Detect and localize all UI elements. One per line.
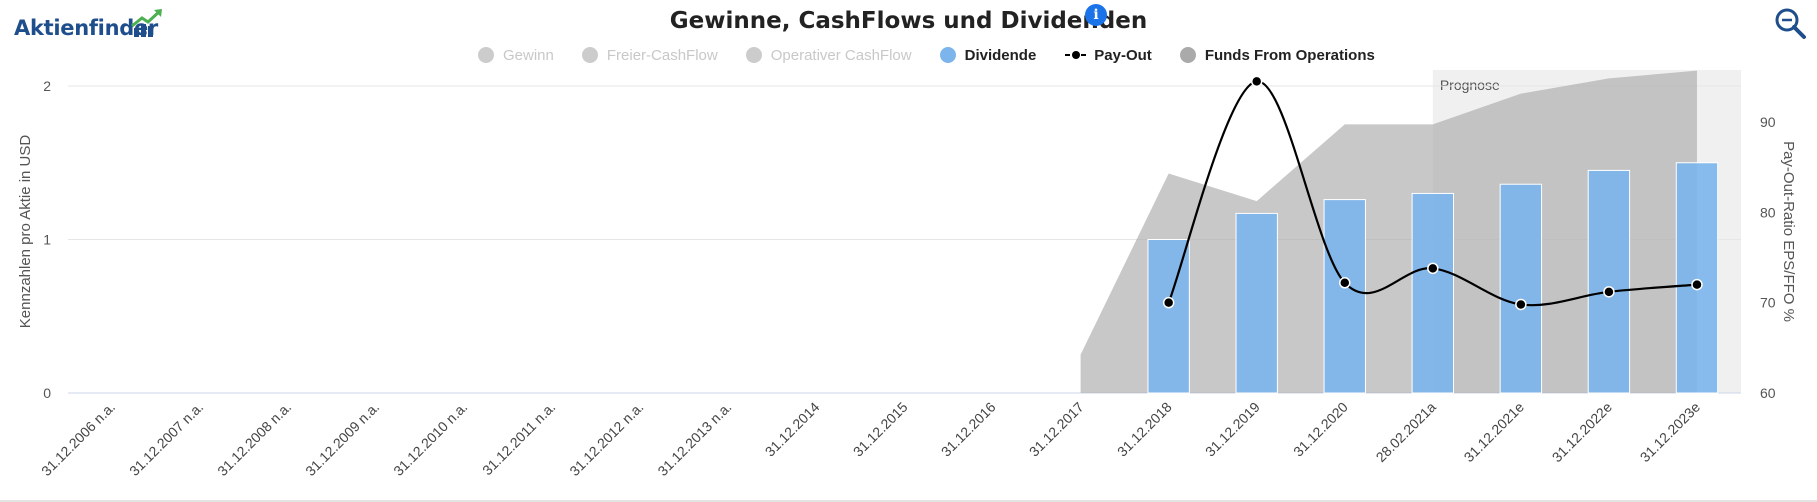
legend-label: Freier-CashFlow [606,46,718,64]
x-tick-label: 31.12.2019 [1202,399,1263,460]
x-tick-label: 31.12.2017 [1026,399,1087,460]
dividend-bar [1499,183,1543,394]
x-tick-label: 28.02.2021a [1373,399,1440,466]
legend-dot [478,47,494,63]
y-tick-label: 1 [43,232,51,248]
payout-point [1162,296,1175,309]
legend-label: Pay-Out [1094,46,1152,64]
x-tick-label: 31.12.2006 n.a. [38,399,118,479]
x-tick-label: 31.12.2013 n.a. [654,399,734,479]
payout-point [1691,278,1703,291]
legend-item-freier-cashflow[interactable]: Freier-CashFlow [581,46,718,64]
y2-tick-label: 70 [1760,295,1776,311]
legend-line-symbol [1065,51,1088,59]
legend-label: Funds From Operations [1204,46,1375,64]
legend-item-gewinn[interactable]: Gewinn [478,47,554,64]
dividend-bar [1235,212,1278,394]
legend-dot [1179,47,1196,63]
x-tick-label: 31.12.2011 n.a. [479,399,558,478]
payout-point [1427,262,1439,275]
legend-dot [581,47,598,63]
dividend-bar [1323,199,1366,394]
x-tick-label: 31.12.2020 [1290,399,1351,460]
legend-item-operativer-cashflow[interactable]: Operativer CashFlow [745,46,912,64]
logo-chart-icon [131,9,162,37]
y2-tick-label: 90 [1760,114,1776,130]
info-icon[interactable]: i [1085,4,1107,26]
bottom-divider [0,500,1817,502]
payout-point [1515,298,1527,311]
x-tick-label: 31.12.2010 n.a. [390,399,470,479]
x-tick-label: 31.12.2014 [762,399,823,460]
prognose-label: Prognose [1440,77,1500,93]
payout-point [1603,286,1615,298]
legend-label: Gewinn [503,46,554,64]
chart-legend: Gewinn Freier-CashFlow Operativer CashFlow… [478,44,1403,66]
x-tick-label: 31.12.2015 [850,399,911,460]
legend-label: Dividende [964,46,1037,64]
y2-axis-title: Pay-Out-Ratio EPS/FFO % [1780,141,1797,322]
payout-point [1339,277,1351,289]
x-tick-label: 31.12.2009 n.a. [302,399,382,479]
x-tick-label: 31.12.2022e [1549,399,1616,466]
legend-dot [745,47,762,63]
ffo-area [1080,70,1697,394]
x-tick-label: 31.12.2008 n.a. [214,399,294,479]
zoom-icon[interactable] [1773,6,1807,40]
x-tick-label: 31.12.2012 n.a. [566,399,646,479]
x-tick-label: 31.12.2018 [1114,399,1175,460]
x-tick-label: 31.12.2023e [1637,399,1704,466]
legend-item-funds-from-operations[interactable]: Funds From Operations [1179,46,1375,64]
y-tick-label: 2 [43,78,51,94]
y2-tick-label: 80 [1760,204,1776,220]
chart-title: Gewinne, CashFlows und Dividenden [669,8,1148,34]
dividend-bar [1147,239,1190,394]
x-tick-label: 31.12.2016 [938,399,999,460]
legend-item-dividende[interactable]: Dividende [939,46,1037,64]
payout-line [1167,80,1698,307]
x-tick-label: 31.12.2007 n.a. [126,399,206,479]
dividend-bar [1587,169,1631,394]
x-tick-label: 31.12.2021e [1461,399,1528,466]
y2-tick-label: 60 [1760,385,1776,401]
legend-dot [939,47,956,63]
legend-item-pay-out[interactable]: Pay-Out [1064,47,1152,64]
dividend-bar [1675,162,1719,394]
dividend-bar [1411,192,1455,394]
y-axis-title: Kennzahlen pro Aktie in USD [17,135,34,329]
payout-point [1250,75,1263,88]
legend-label: Operativer CashFlow [770,46,912,64]
y-tick-label: 0 [43,385,51,401]
